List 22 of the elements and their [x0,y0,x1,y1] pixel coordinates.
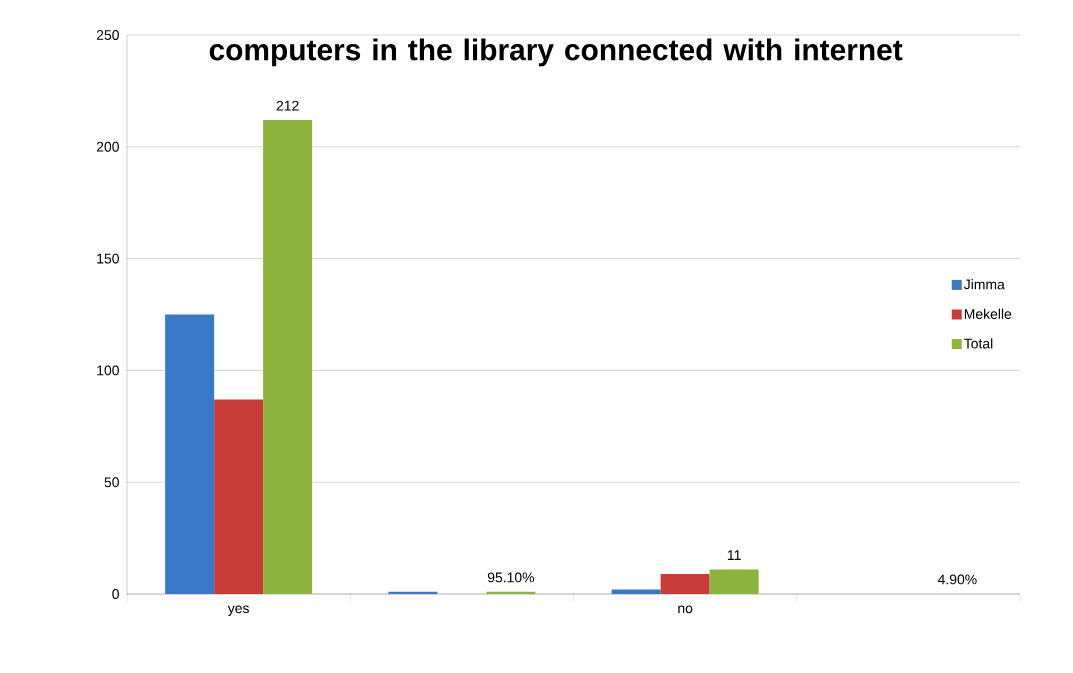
data-label: 11 [727,550,741,560]
bar [263,119,313,594]
legend-label: Jimma [963,279,1005,290]
data-label: 4.90% [937,574,977,585]
data-label: 95.10% [487,572,535,583]
bar [214,399,264,594]
chart-title: computers in the library connected with internet [209,38,903,67]
y-tick-label: 150 [97,253,119,264]
bar [709,569,759,594]
legend-label: Mekelle [964,308,1012,319]
bar [660,573,710,594]
data-label: 212 [276,100,299,111]
bar [486,591,536,594]
x-tick-label: yes [227,605,249,616]
y-tick-label: 100 [97,365,119,376]
legend-label: Total [964,338,993,349]
x-tick-label: no [678,605,693,614]
y-tick-label: 250 [96,30,119,40]
y-tick-label: 200 [96,141,119,152]
y-tick-label: 0 [112,589,119,599]
bar [165,314,215,594]
y-tick-label: 50 [104,477,119,488]
